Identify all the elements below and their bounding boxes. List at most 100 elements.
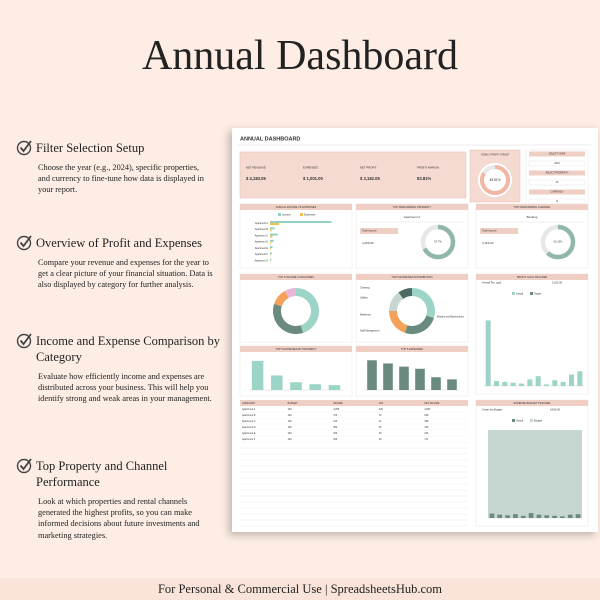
legend-label: Target <box>534 291 541 295</box>
bar <box>447 379 457 390</box>
bar <box>520 515 526 518</box>
legend-swatch <box>530 419 533 422</box>
page-title: Annual Dashboard <box>141 33 459 79</box>
feature: Top Property and Channel Performance Look… <box>16 458 228 541</box>
bar <box>575 514 581 518</box>
bar <box>399 366 409 390</box>
legend-label: Expenses <box>304 212 316 216</box>
column-header: NET INCOME <box>424 402 439 405</box>
filter-text: SELECT YEAR <box>549 153 566 156</box>
cell: 100 <box>288 426 293 429</box>
cell: 72 <box>379 414 382 417</box>
panel-title: TOP 5 INCOME CATEGORIES <box>278 275 314 279</box>
kpi-band <box>239 151 467 199</box>
bar <box>569 374 574 386</box>
legend-swatch <box>512 292 515 295</box>
panel-title: TOP 5 EXPENSES BY PROPERTY <box>275 347 316 351</box>
filter-select[interactable] <box>528 160 586 167</box>
donut-arc <box>422 224 456 260</box>
column-header: INCOME <box>333 402 343 405</box>
goal-label: Annual Pro. goal <box>482 281 502 285</box>
panel-title: TOP 5 EXPENSES <box>401 347 423 351</box>
footer: For Personal & Commercial Use | Spreadsh… <box>0 578 600 600</box>
feature-title: Income and Expense Comparison by Categor… <box>36 334 220 364</box>
filter-text: 2024 <box>554 162 560 165</box>
bar <box>270 221 332 223</box>
cell: 315 <box>424 426 429 429</box>
panel-header <box>356 204 468 210</box>
cell: 100 <box>288 420 293 423</box>
donut-arc <box>480 165 510 195</box>
bar <box>536 514 542 518</box>
donut-segment <box>295 288 319 333</box>
cell: Apartment D <box>242 426 256 429</box>
bar <box>270 235 273 238</box>
bar <box>270 227 275 230</box>
panel-title: ANNUAL INCOME VS EXPENSES <box>276 205 317 209</box>
feature: Filter Selection Setup Choose the year (e… <box>16 140 228 196</box>
bar <box>528 513 534 518</box>
column-header: CATEGORY <box>242 402 256 405</box>
panel-title: PROFIT GOAL TRACKER <box>517 275 547 279</box>
cell: 369 <box>424 420 429 423</box>
legend-label: Actual <box>516 291 524 295</box>
filter-label-bg <box>529 189 585 195</box>
budget-label: Under the Budget <box>482 408 503 412</box>
cell: 4,259 <box>333 408 340 411</box>
cell: 648 <box>424 414 429 417</box>
dashboard-title: ANNUAL DASHBOARD <box>240 136 300 142</box>
cell: 260 <box>333 432 338 435</box>
segment-label: Cleaning <box>360 287 370 290</box>
y-tick-label: Apartment E <box>255 247 269 250</box>
y-tick-label: Apartment F <box>255 253 269 256</box>
bar <box>270 248 271 251</box>
cell: Apartment F <box>242 438 256 441</box>
budget-area <box>488 430 582 518</box>
bar <box>552 515 557 518</box>
cell: Apartment A <box>242 408 256 411</box>
bar <box>502 381 508 386</box>
bar <box>544 515 550 518</box>
bar <box>431 377 441 390</box>
donut-segment <box>389 310 408 333</box>
filter-text: CURRENCY <box>550 191 564 194</box>
bar <box>494 381 499 386</box>
panel-title: TOP PERFORMING PROPERTY <box>393 205 432 209</box>
y-tick-label: Apartment A <box>255 222 269 225</box>
filter-select[interactable] <box>528 179 586 186</box>
y-tick-label: Apartment D <box>255 241 269 244</box>
bar <box>270 233 278 236</box>
bar <box>383 363 393 390</box>
legend-swatch <box>512 419 515 422</box>
bar <box>271 375 283 390</box>
y-tick-label: Apartment G <box>254 259 268 262</box>
bar <box>544 384 549 386</box>
cell: 100 <box>288 414 293 417</box>
panel-header <box>356 346 468 352</box>
cell: 720 <box>333 414 338 417</box>
cell: 234 <box>424 432 429 435</box>
kpi-label: NET PROFIT <box>360 166 377 170</box>
kpi-value: $ 1,001.00 <box>303 176 323 181</box>
check-icon <box>16 140 32 156</box>
cell: 100 <box>288 408 293 411</box>
kpi-label: PROFIT MARGIN <box>417 166 439 170</box>
bar <box>560 381 566 386</box>
goal-amount: 2,182.05 <box>552 281 563 285</box>
donut-segment <box>404 315 434 334</box>
kpi-label: NET REVENUE <box>246 166 266 170</box>
bar <box>270 252 272 255</box>
bar <box>270 241 272 244</box>
filter-text: $ <box>556 200 558 203</box>
feature-body: Evaluate how efficiently income and expe… <box>38 372 212 404</box>
donut-segment <box>398 288 413 300</box>
panel-header <box>240 346 352 352</box>
bar <box>527 379 533 386</box>
amount-label: Total Income <box>482 229 497 233</box>
panel-header <box>476 400 588 406</box>
bar <box>485 320 491 386</box>
cell: 190 <box>333 438 338 441</box>
cell: 100 <box>288 432 293 435</box>
panel-title: TOP PERFORMING CHANNEL <box>514 205 551 209</box>
